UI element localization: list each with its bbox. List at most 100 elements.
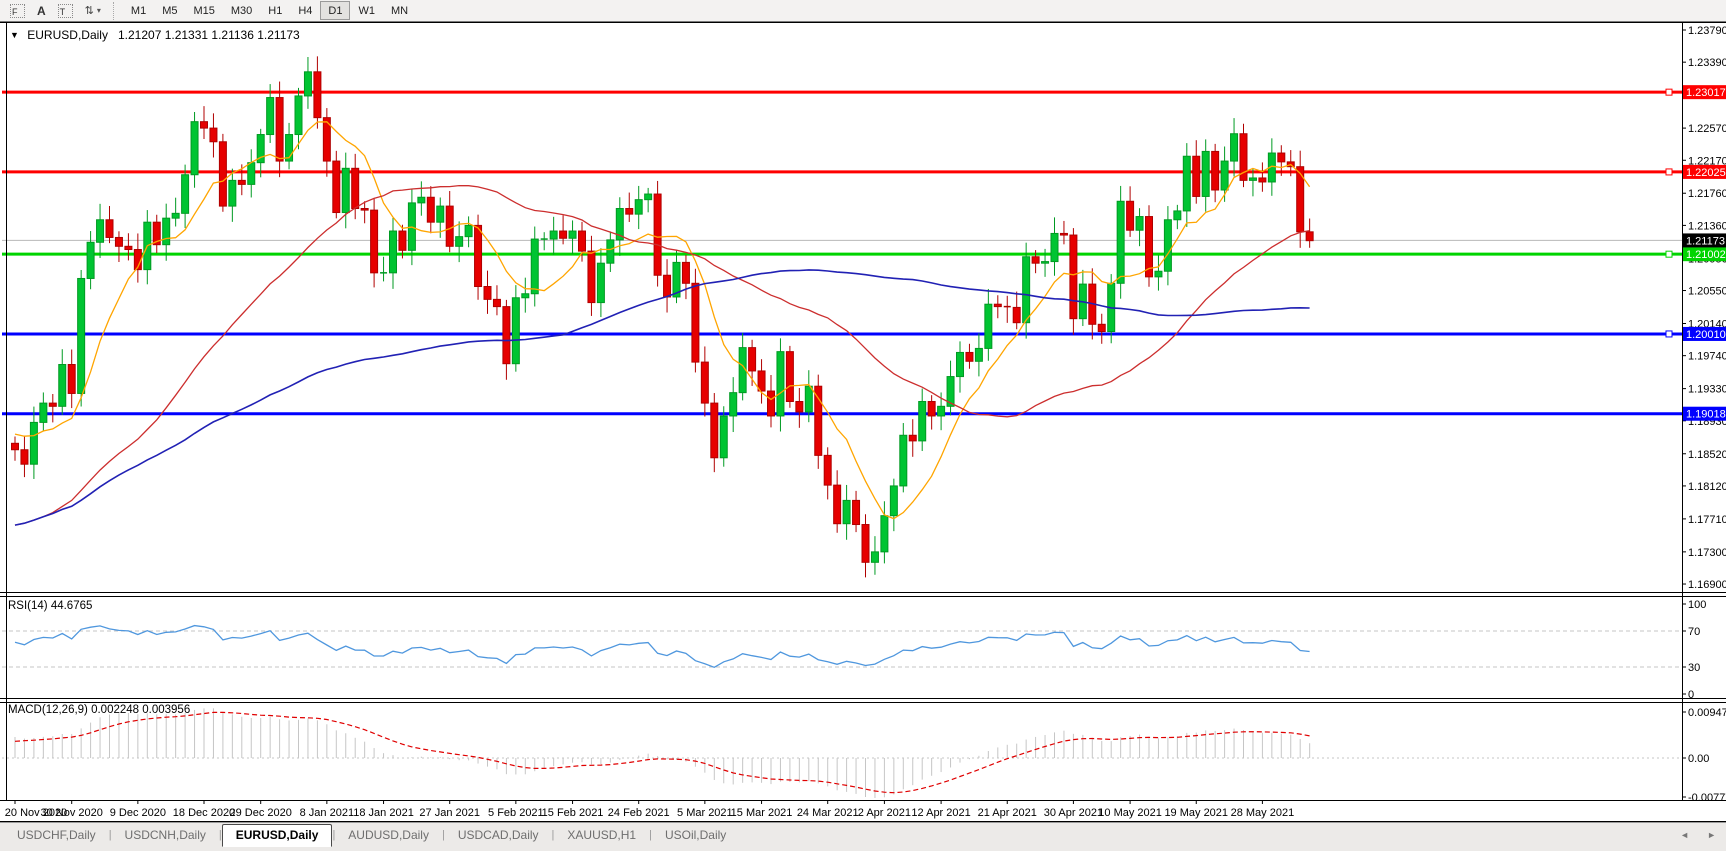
date-tick-label: 28 May 2021 [1231, 807, 1295, 819]
svg-text:1.21760: 1.21760 [1688, 188, 1726, 200]
svg-text:1.16900: 1.16900 [1688, 579, 1726, 591]
svg-text:1.20010: 1.20010 [1686, 329, 1726, 341]
arrows-icon-glyph: ⇅ [84, 5, 94, 17]
date-tick-label: 30 Apr 2021 [1044, 807, 1103, 819]
tab-separator: | [551, 829, 555, 841]
svg-text:1.19740: 1.19740 [1688, 351, 1726, 363]
date-tick-label: 15 Feb 2021 [542, 807, 604, 819]
svg-text:1.19018: 1.19018 [1686, 409, 1726, 421]
timeframe-m1-button[interactable]: M1 [123, 1, 154, 20]
ma-mid-line [14, 184, 1310, 526]
tab-usdchf[interactable]: USDCHF,Daily [17, 828, 96, 842]
date-tick-label: 27 Jan 2021 [419, 807, 480, 819]
toolbar: F A T ⇅ ▾ M1 M5 M15 M30 H1 H4 D1 W1 MN [0, 0, 1726, 22]
text-label-icon[interactable]: A [31, 1, 52, 21]
date-tick-label: 18 Jan 2021 [353, 807, 414, 819]
timeframe-mn-button[interactable]: MN [383, 1, 416, 20]
date-tick-label: 15 Mar 2021 [731, 807, 793, 819]
tab-strip: USDCHF,Daily | USDCNH,Daily | EURUSD,Daily | A… [4, 824, 739, 847]
svg-text:1.18520: 1.18520 [1688, 449, 1726, 461]
timeframe-buttons: M1 M5 M15 M30 H1 H4 D1 W1 MN [123, 1, 416, 21]
tab-separator: | [108, 829, 112, 841]
date-tick-label: 9 Dec 2020 [110, 807, 166, 819]
date-tick-label: 5 Mar 2021 [677, 807, 733, 819]
svg-text:100: 100 [1688, 599, 1706, 611]
date-tick-label: 29 Dec 2020 [230, 807, 292, 819]
f-grid-icon-box: F [10, 3, 25, 18]
svg-text:-0.007778: -0.007778 [1688, 792, 1726, 804]
svg-text:1.17710: 1.17710 [1688, 514, 1726, 526]
line-handle [1665, 168, 1673, 176]
timeframe-h1-button[interactable]: H1 [260, 1, 290, 20]
price-badge [1683, 164, 1726, 179]
tab-xauusd[interactable]: XAUUSD,H1 [567, 828, 637, 842]
macd-signal-line [14, 711, 1310, 794]
date-tick-label: 8 Jan 2021 [300, 807, 354, 819]
ma-slow-line [14, 269, 1310, 526]
svg-text:1.21002: 1.21002 [1686, 249, 1726, 261]
text-box-icon[interactable]: T [52, 1, 79, 21]
toolbar-separator [112, 1, 119, 20]
tab-eurusd[interactable]: EURUSD,Daily [221, 824, 333, 847]
line-handle [1665, 330, 1673, 338]
letter-a-icon: A [37, 3, 46, 18]
panel-frame [0, 22, 1726, 822]
tab-usdcad[interactable]: USDCAD,Daily [457, 828, 539, 842]
svg-text:1.19330: 1.19330 [1688, 384, 1726, 396]
timeframe-m5-button[interactable]: M5 [154, 1, 185, 20]
date-tick-label: 24 Feb 2021 [608, 807, 670, 819]
rsi-line [14, 624, 1310, 669]
svg-text:1.20550: 1.20550 [1688, 286, 1726, 298]
dropdown-caret-icon: ▾ [96, 6, 101, 15]
chart-canvas[interactable]: 1.237901.233901.229901.225701.221701.217… [0, 22, 1726, 822]
horizontal-lines[interactable] [2, 88, 1682, 416]
candlesticks [11, 56, 1314, 578]
timeframe-m30-button[interactable]: M30 [223, 1, 260, 20]
svg-text:1.22170: 1.22170 [1688, 155, 1726, 167]
arrows-icon[interactable]: ⇅ ▾ [79, 1, 107, 21]
date-tick-label: 10 May 2021 [1098, 807, 1162, 819]
date-tick-label: 12 Apr 2021 [911, 807, 970, 819]
tab-usdcnh[interactable]: USDCNH,Daily [124, 828, 206, 842]
price-badges: 1.23017 1.22025 1.21002 1.20010 1.19018 1.211… [1683, 85, 1726, 421]
svg-text:1.21173: 1.21173 [1686, 235, 1725, 247]
svg-text:1.22570: 1.22570 [1688, 123, 1726, 135]
tab-scroll-right-icon[interactable]: ► [1707, 830, 1716, 840]
timeframe-m15-button[interactable]: M15 [185, 1, 222, 20]
price-badge [1683, 406, 1726, 421]
price-badge [1683, 233, 1726, 248]
tab-usoil[interactable]: USOil,Daily [664, 828, 727, 842]
date-tick-label: 18 Dec 2020 [173, 807, 235, 819]
rsi-panel: 100 70 30 0 [2, 599, 1706, 701]
timeframe-w1-button[interactable]: W1 [350, 1, 383, 20]
timeframe-d1-button[interactable]: D1 [320, 1, 351, 21]
svg-text:0.00: 0.00 [1688, 753, 1709, 765]
tab-scroll-left-icon[interactable]: ◄ [1680, 830, 1690, 840]
date-tick-label: 19 May 2021 [1164, 807, 1228, 819]
chart-window: 1.237901.233901.229901.225701.221701.217… [0, 22, 1726, 822]
svg-text:1.18120: 1.18120 [1688, 481, 1726, 493]
svg-text:1.22025: 1.22025 [1686, 167, 1726, 179]
text-box-icon-box: T [57, 3, 73, 18]
price-badge [1683, 247, 1726, 262]
svg-text:1.23390: 1.23390 [1688, 57, 1726, 69]
price-badge [1683, 85, 1726, 100]
f-grid-icon[interactable]: F [4, 1, 31, 21]
tab-separator: | [332, 829, 336, 841]
timeframe-h4-button[interactable]: H4 [290, 1, 320, 20]
tab-audusd[interactable]: AUDUSD,Daily [348, 828, 429, 842]
tab-separator: | [218, 829, 222, 841]
date-tick-label: 30 Nov 2020 [41, 807, 103, 819]
tab-separator: | [441, 829, 445, 841]
tab-separator: | [649, 829, 652, 841]
ma-fast-line [14, 121, 1311, 520]
svg-text:30: 30 [1688, 662, 1700, 674]
svg-text:1.23017: 1.23017 [1686, 87, 1726, 99]
price-badge [1683, 326, 1726, 341]
date-tick-label: 2 Apr 2021 [858, 807, 911, 819]
svg-text:70: 70 [1688, 626, 1700, 638]
svg-text:1.23790: 1.23790 [1688, 25, 1726, 37]
symbol-tab-bar: USDCHF,Daily | USDCNH,Daily | EURUSD,Daily | A… [0, 822, 1726, 851]
date-tick-label: 21 Apr 2021 [978, 807, 1037, 819]
